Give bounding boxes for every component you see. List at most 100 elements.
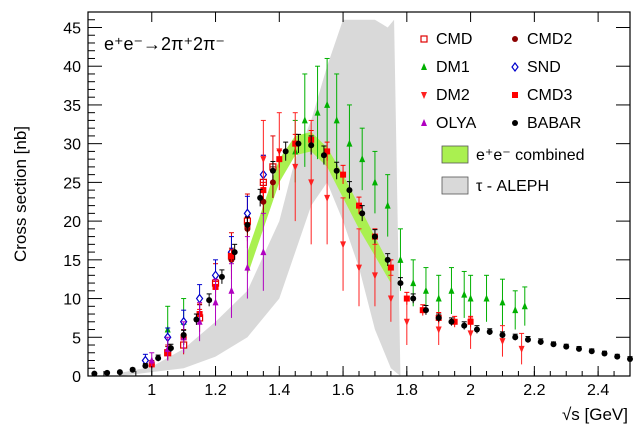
legend: CMD CMD2 DM1 SND DM2 CMD3 OLYA BABAR e⁺e⁻ combin…: [420, 31, 585, 195]
point-7-17: [308, 142, 315, 149]
band-0: [119, 19, 401, 376]
legend-marker-3: [511, 62, 519, 72]
point-2-3: [301, 116, 308, 124]
point-2-21: [521, 302, 528, 310]
y-tick-label-9: 45: [63, 20, 81, 37]
y-tick-label-6: 30: [63, 137, 81, 154]
point-7-35: [537, 338, 544, 345]
point-7-8: [193, 316, 200, 323]
point-2-13: [422, 286, 429, 294]
point-4-10: [435, 326, 442, 334]
point-5-9: [292, 140, 299, 147]
legend-label-4: DM2: [436, 87, 470, 104]
series-7: [91, 133, 633, 377]
point-7-3: [129, 366, 136, 373]
point-2-9: [371, 178, 378, 186]
point-7-7: [180, 331, 187, 338]
point-7-5: [155, 355, 162, 362]
point-2-11: [397, 255, 404, 263]
legend-swatch-8: [441, 145, 469, 164]
point-7-9: [206, 297, 213, 304]
point-4-9: [403, 318, 410, 326]
point-6-0: [148, 356, 155, 364]
point-2-19: [499, 298, 506, 306]
x-tick-label-2: 1.4: [268, 382, 290, 399]
point-4-12: [499, 338, 506, 346]
legend-marker-1: [512, 36, 518, 42]
process-label: e⁺e⁻→2π⁺2π⁻: [104, 34, 225, 54]
legend-label-0: CMD: [436, 31, 472, 48]
point-7-25: [410, 295, 417, 302]
point-7-14: [269, 167, 276, 174]
point-7-18: [320, 152, 327, 159]
point-7-26: [422, 307, 429, 314]
y-tick-label-0: 0: [72, 369, 81, 386]
legend-swatch-9: [441, 176, 469, 195]
x-axis-title: √s [GeV]: [562, 405, 628, 424]
point-6-7: [260, 248, 267, 256]
point-5-7: [260, 187, 267, 194]
point-5-13: [356, 202, 362, 209]
point-2-14: [435, 294, 442, 302]
point-7-21: [359, 210, 366, 217]
legend-label-8: e⁺e⁻ combined: [476, 147, 585, 164]
y-tick-label-8: 40: [63, 59, 81, 76]
point-7-10: [218, 273, 225, 280]
point-7-30: [473, 326, 480, 333]
point-4-2: [292, 163, 299, 171]
point-5-12: [340, 171, 347, 178]
bands-layer: [119, 19, 401, 376]
point-5-11: [324, 148, 331, 155]
point-4-13: [518, 345, 525, 353]
point-7-19: [333, 167, 340, 174]
point-2-18: [483, 294, 490, 302]
point-7-0: [91, 370, 98, 377]
point-2-5: [324, 100, 331, 108]
legend-label-3: SND: [527, 59, 561, 76]
x-tick-label-4: 1.8: [396, 382, 418, 399]
point-2-6: [333, 116, 340, 124]
point-7-13: [257, 194, 264, 201]
point-3-4: [211, 270, 220, 281]
point-7-29: [461, 322, 468, 329]
point-5-17: [419, 307, 426, 314]
point-7-41: [614, 353, 621, 360]
point-7-32: [499, 331, 506, 338]
point-6-4: [212, 298, 219, 306]
point-7-38: [575, 345, 582, 352]
point-5-8: [276, 156, 283, 163]
x-tick-label-6: 2.2: [523, 382, 545, 399]
point-7-40: [601, 350, 608, 357]
point-7-6: [167, 345, 174, 352]
legend-marker-4: [421, 92, 427, 99]
x-tick-label-1: 1.2: [204, 382, 226, 399]
legend-label-5: CMD3: [527, 87, 572, 104]
point-6-6: [244, 263, 251, 271]
point-4-0: [260, 156, 267, 164]
y-tick-label-4: 20: [63, 214, 81, 231]
point-4-7: [371, 272, 378, 280]
point-4-8: [387, 295, 394, 303]
legend-marker-6: [421, 119, 427, 126]
point-7-15: [282, 148, 289, 155]
point-7-22: [371, 233, 378, 240]
point-2-15: [448, 286, 455, 294]
ticks-layer: 1 1.2 1.4 1.6 1.8 2 2.2 2.4 0 5 10 15 20 25 30 35 40 45: [63, 11, 631, 399]
point-5-15: [387, 264, 394, 271]
point-7-20: [346, 187, 353, 194]
point-4-11: [467, 330, 474, 338]
y-tick-label-1: 5: [72, 330, 81, 347]
point-5-5: [228, 252, 235, 259]
point-1-8: [269, 179, 276, 186]
legend-label-2: DM1: [436, 59, 470, 76]
legend-label-7: BABAR: [527, 115, 581, 132]
point-6-3: [196, 317, 203, 325]
y-tick-label-3: 15: [63, 253, 81, 270]
point-5-19: [451, 318, 458, 325]
point-7-37: [563, 343, 570, 350]
point-7-34: [524, 336, 531, 343]
series-2: [164, 57, 528, 353]
point-5-16: [403, 295, 410, 302]
point-7-16: [295, 140, 302, 147]
